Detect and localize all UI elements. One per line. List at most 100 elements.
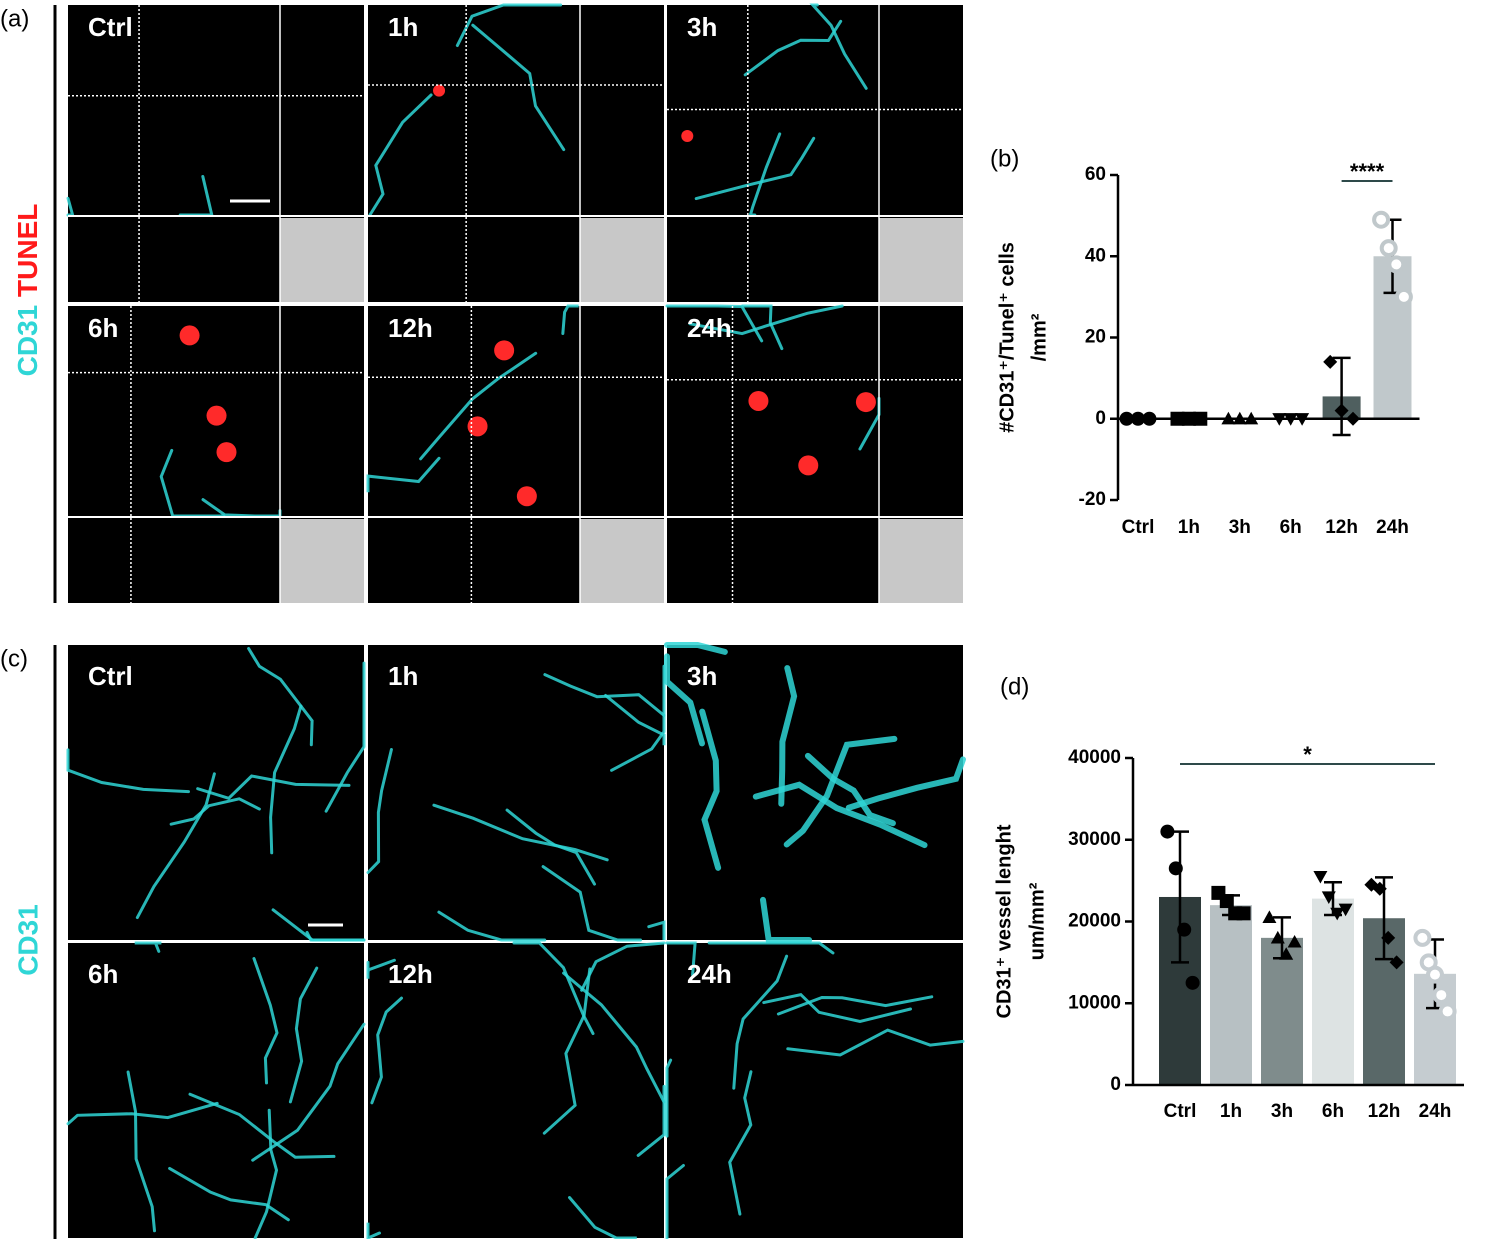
data-point [1334, 403, 1349, 418]
vessel [665, 1058, 673, 1138]
vessel [541, 865, 642, 942]
tunel-spot [467, 416, 488, 437]
stain: TUNEL [12, 204, 43, 297]
vessel [804, 752, 896, 827]
data-point [1381, 930, 1396, 945]
data-point [1160, 824, 1175, 839]
y-tick-label: 0 [1095, 408, 1106, 429]
vessel [699, 708, 722, 871]
micrograph [68, 943, 364, 1238]
vessel [169, 797, 261, 826]
ortho-corner [879, 218, 963, 302]
condition-label: Ctrl [88, 12, 133, 42]
data-point [1279, 947, 1294, 960]
tunel-spot [798, 455, 819, 476]
data-point [1321, 891, 1336, 904]
y-tick-label: 30000 [1068, 829, 1121, 850]
data-point [1270, 930, 1285, 944]
y-tick-label: 0 [1110, 1074, 1121, 1095]
ortho-corner [280, 218, 364, 302]
vessel [324, 661, 366, 813]
vessel [688, 304, 844, 336]
condition-label: 3h [687, 12, 717, 42]
vessel [66, 1101, 219, 1126]
vessel [665, 941, 697, 977]
bar [1312, 898, 1354, 1085]
vessel [778, 665, 798, 807]
vessel [568, 1196, 638, 1239]
tunel-spot [179, 325, 200, 346]
vessel [664, 642, 728, 655]
y-tick-label: 10000 [1068, 992, 1121, 1013]
data-point [1236, 906, 1251, 921]
vessel [604, 693, 666, 746]
vessel [168, 1166, 290, 1222]
vessel [728, 1070, 753, 1216]
data-point [1394, 287, 1413, 306]
vessel [455, 3, 563, 48]
panel-label: (d) [1000, 673, 1029, 700]
vessel [743, 19, 843, 77]
vessel [366, 1222, 381, 1239]
ortho-corner [580, 519, 664, 603]
vessel [762, 992, 912, 1024]
micrograph [667, 943, 963, 1238]
significance-label: * [1303, 742, 1312, 767]
vessel [66, 748, 190, 794]
panel-label: (a) [0, 5, 29, 32]
vessel [561, 304, 579, 335]
tunel-spot [216, 442, 237, 463]
vessel [471, 23, 566, 152]
data-point [1389, 955, 1404, 970]
vessel [845, 756, 966, 811]
x-tick-label: 3h [1229, 517, 1251, 538]
stain-label: CD31 TUNEL [12, 204, 43, 377]
vessel [665, 304, 764, 343]
vessel [368, 93, 433, 217]
vessel [809, 3, 868, 90]
condition-label: 3h [687, 661, 717, 691]
vessel [247, 647, 314, 747]
x-tick-label: 6h [1322, 1101, 1344, 1122]
condition-label: 24h [687, 313, 732, 343]
bar [1261, 937, 1303, 1085]
vessel [694, 136, 816, 201]
vessel [366, 456, 441, 494]
vessel [126, 1070, 156, 1233]
vessel [432, 803, 609, 862]
panel-label: (c) [0, 645, 28, 672]
tunel-spot [206, 405, 227, 426]
y-tick-label: 60 [1085, 164, 1106, 185]
data-point [1185, 975, 1200, 990]
condition-label: 6h [88, 313, 118, 343]
vessel [707, 941, 835, 955]
data-point [1219, 894, 1234, 909]
condition-label: 1h [388, 661, 418, 691]
data-point [1432, 986, 1451, 1005]
ortho-corner [580, 218, 664, 302]
y-tick-label: 40000 [1068, 747, 1121, 768]
condition-label: 12h [388, 959, 433, 989]
vessel [580, 941, 666, 992]
vessel [366, 958, 396, 979]
data-point [1372, 881, 1387, 896]
x-tick-label: 1h [1178, 517, 1200, 538]
condition-label: 1h [388, 12, 418, 42]
data-point [1168, 861, 1183, 876]
axis-title: um/mm² [1026, 882, 1048, 960]
stain: CD31 [12, 305, 43, 377]
ortho-corner [879, 519, 963, 603]
vessel [135, 772, 216, 920]
tunel-spot [681, 130, 694, 143]
x-tick-label: 1h [1220, 1101, 1242, 1122]
vessel [542, 967, 592, 1135]
condition-label: 12h [388, 313, 433, 343]
data-point [1387, 255, 1406, 274]
vessel [636, 1084, 666, 1157]
y-tick-label: 20000 [1068, 911, 1121, 932]
data-point [1177, 922, 1192, 937]
x-tick-label: 12h [1368, 1101, 1401, 1122]
vessel [253, 1108, 279, 1239]
data-point [1379, 239, 1398, 258]
